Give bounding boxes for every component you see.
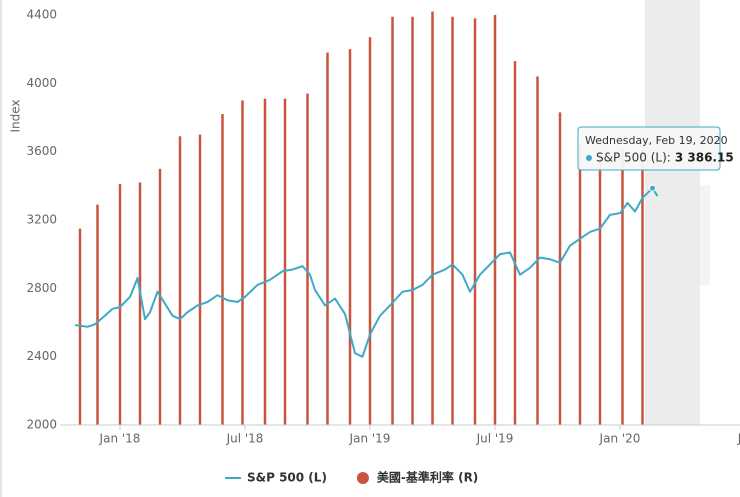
bar (198, 134, 202, 426)
y-tick-label: 4400 (26, 8, 57, 22)
bar (283, 98, 287, 425)
legend-label: S&P 500 (L) (247, 471, 327, 485)
hover-point (649, 184, 656, 192)
bar (138, 182, 142, 425)
tooltip-date: Wednesday, Feb 19, 2020 (585, 134, 728, 147)
bar (178, 136, 182, 425)
y-tick-label: 3200 (26, 213, 57, 227)
bar (513, 61, 517, 425)
bar (78, 228, 82, 425)
x-tick-label: Jan '18 (99, 432, 141, 446)
bar (368, 37, 372, 425)
bar (536, 76, 539, 425)
x-tick-label: Jul '18 (226, 432, 264, 446)
tooltip-marker (586, 155, 592, 161)
y-tick-label: 3600 (26, 144, 57, 158)
legend-swatch (356, 472, 369, 484)
tooltip: Wednesday, Feb 19, 2020 S&P 500 (L): 3 3… (577, 126, 734, 171)
x-tick-label: Jul (737, 432, 740, 446)
bar (451, 16, 454, 425)
bar (221, 114, 224, 425)
x-tick-label: Jan '19 (349, 432, 391, 446)
hover-shadow (700, 185, 710, 285)
bar (241, 100, 244, 426)
tooltip-value: 3 386.15 (675, 151, 734, 165)
x-tick-label: Jul '19 (476, 432, 514, 446)
bar (118, 184, 122, 425)
legend: S&P 500 (L) 美國-基準利率 (R) (225, 470, 478, 485)
bar (431, 11, 434, 425)
bar (493, 15, 497, 425)
hover-band (645, 0, 700, 425)
bar (326, 52, 329, 425)
plot-area (74, 11, 659, 426)
bar (306, 93, 309, 425)
bar (411, 16, 414, 425)
bar (391, 16, 394, 425)
bar (558, 112, 562, 425)
y-axis-title: Index (9, 99, 23, 132)
legend-label: 美國-基準利率 (R) (377, 470, 478, 485)
y-tick-label: 2400 (26, 349, 57, 363)
bar (578, 144, 582, 426)
bar (598, 149, 602, 426)
tooltip-box (577, 126, 721, 171)
y-tick-label: 4000 (26, 76, 57, 90)
y-tick-label: 2800 (26, 281, 57, 295)
bar (641, 149, 644, 426)
bar (96, 204, 99, 425)
y-tick-label: 2000 (26, 418, 57, 432)
tooltip-label: S&P 500 (L): (596, 151, 671, 165)
x-tick-label: Jan '20 (599, 432, 641, 446)
bar (473, 18, 477, 426)
bar (263, 98, 267, 425)
bar (621, 149, 624, 426)
bar (348, 49, 352, 426)
line (74, 187, 659, 358)
